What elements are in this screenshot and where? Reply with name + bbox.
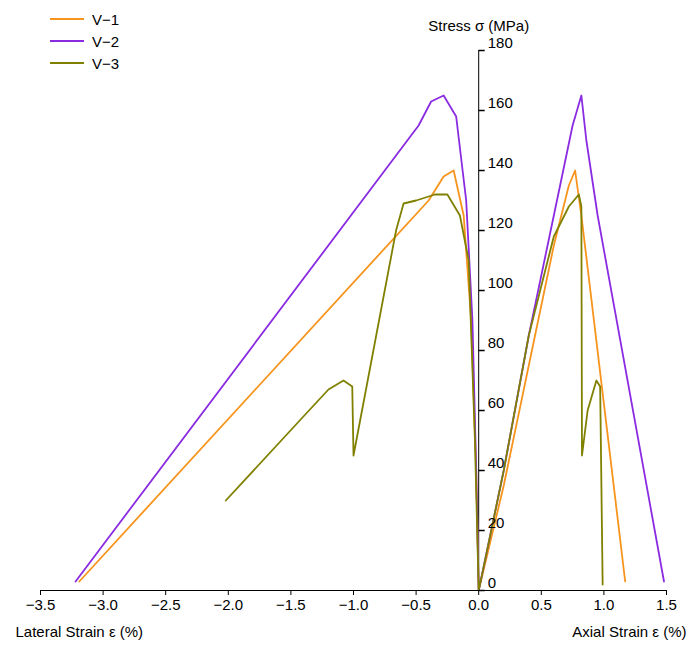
svg-text:20: 20 [488, 514, 505, 531]
svg-text:40: 40 [488, 454, 505, 471]
svg-text:Lateral Strain ε (%): Lateral Strain ε (%) [16, 623, 144, 640]
svg-text:0.5: 0.5 [531, 596, 552, 613]
svg-text:−1.0: −1.0 [339, 596, 369, 613]
svg-text:−1.5: −1.5 [276, 596, 306, 613]
svg-text:−2.0: −2.0 [213, 596, 243, 613]
svg-text:80: 80 [488, 334, 505, 351]
svg-text:−0.5: −0.5 [401, 596, 431, 613]
svg-text:1.0: 1.0 [593, 596, 614, 613]
svg-text:60: 60 [488, 394, 505, 411]
svg-text:−3.5: −3.5 [26, 596, 56, 613]
svg-text:160: 160 [488, 94, 513, 111]
svg-text:0: 0 [488, 574, 496, 591]
html-text:V−1: V−1 [92, 10, 120, 28]
svg-text:120: 120 [488, 214, 513, 231]
svg-text:100: 100 [488, 274, 513, 291]
html-text:V−3: V−3 [92, 54, 120, 72]
svg-text:Axial Strain ε (%): Axial Strain ε (%) [572, 623, 686, 640]
html-text:V−2: V−2 [92, 32, 120, 50]
svg-text:1.5: 1.5 [656, 596, 677, 613]
svg-text:0.0: 0.0 [468, 596, 489, 613]
svg-text:Stress σ (MPa): Stress σ (MPa) [428, 17, 529, 34]
svg-text:140: 140 [488, 154, 513, 171]
svg-text:−2.5: −2.5 [151, 596, 181, 613]
svg-text:180: 180 [488, 34, 513, 51]
svg-text:−3.0: −3.0 [88, 596, 118, 613]
